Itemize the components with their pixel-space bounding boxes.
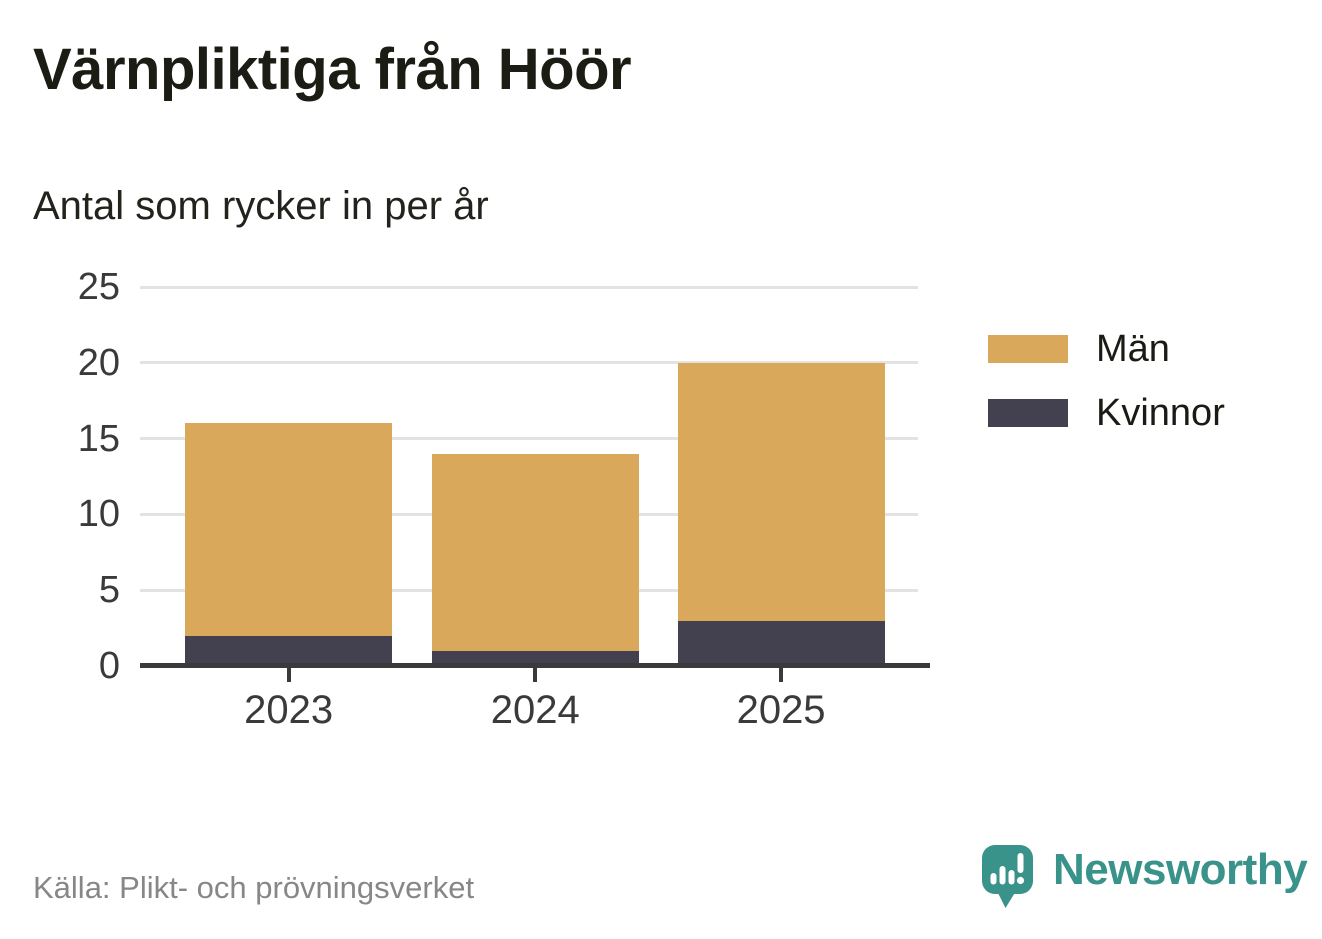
plot-area: 0 5 10 15 20 25 2023 2024 2025 [78,268,930,730]
gridline-15 [140,437,918,441]
y-axis-label-20: 20 [77,341,120,384]
x-axis-line [140,663,930,668]
bar-segment-män-2025 [677,362,885,621]
y-axis-label-15: 15 [77,417,120,460]
bar-2025 [677,362,885,666]
source-note: Källa: Plikt- och prövningsverket [33,870,475,905]
legend: Män Kvinnor [988,330,1225,458]
newsworthy-speech-bubble-chart-icon [982,845,1033,908]
bar-segment-kvinnor-2023 [185,635,393,666]
legend-swatch-kvinnor [988,399,1068,427]
bar-2023 [185,423,393,666]
x-axis-tick-2025 [779,668,784,682]
chart-title: Värnpliktiga från Höör [33,37,632,102]
x-axis-label-2025: 2025 [736,688,826,732]
bar-segment-kvinnor-2025 [677,620,885,666]
bar-2024 [431,453,639,666]
x-axis-label-2024: 2024 [490,688,580,732]
y-axis-label-25: 25 [77,266,120,308]
legend-label-kvinnor: Kvinnor [1096,392,1225,434]
bar-segment-kvinnor-2024 [431,650,639,666]
y-axis-label-5: 5 [98,569,120,612]
legend-swatch-män [988,335,1068,363]
x-axis-label-2023: 2023 [244,688,334,732]
chart-subtitle: Antal som rycker in per år [33,184,489,228]
newsworthy-wordmark: Newsworthy [1053,845,1308,894]
x-axis-tick-2023 [286,668,291,682]
legend-label-män: Män [1096,328,1170,370]
legend-item-kvinnor: Kvinnor [988,394,1225,432]
y-axis-label-10: 10 [77,493,120,536]
legend-item-män: Män [988,330,1225,368]
gridline-20 [140,361,918,365]
gridline-25 [140,285,918,289]
x-axis-tick-2024 [533,668,538,682]
bar-segment-män-2024 [431,453,639,651]
bar-segment-män-2023 [185,423,393,636]
y-axis-label-0: 0 [98,645,120,687]
